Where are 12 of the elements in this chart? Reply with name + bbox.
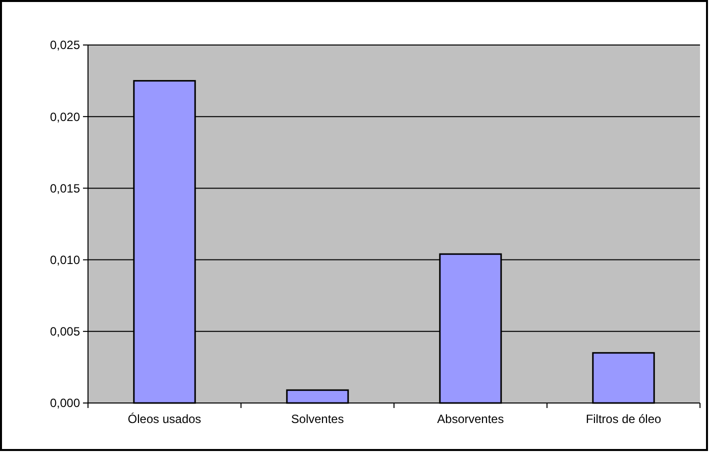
- y-tick-label: 0,025: [50, 38, 80, 52]
- x-tick-label: Solventes: [291, 412, 344, 426]
- x-tick-label: Óleos usados: [128, 412, 202, 426]
- y-tick-label: 0,015: [50, 181, 80, 196]
- y-tick-label: 0,005: [50, 324, 80, 339]
- x-tick-label: Absorventes: [437, 412, 504, 426]
- x-tick-label: Filtros de óleo: [586, 412, 662, 426]
- bar: [592, 352, 655, 404]
- y-tick-label: 0,000: [50, 396, 80, 410]
- bar: [286, 389, 349, 404]
- y-tick-label: 0,020: [50, 110, 80, 124]
- y-tick-label: 0,010: [50, 253, 80, 267]
